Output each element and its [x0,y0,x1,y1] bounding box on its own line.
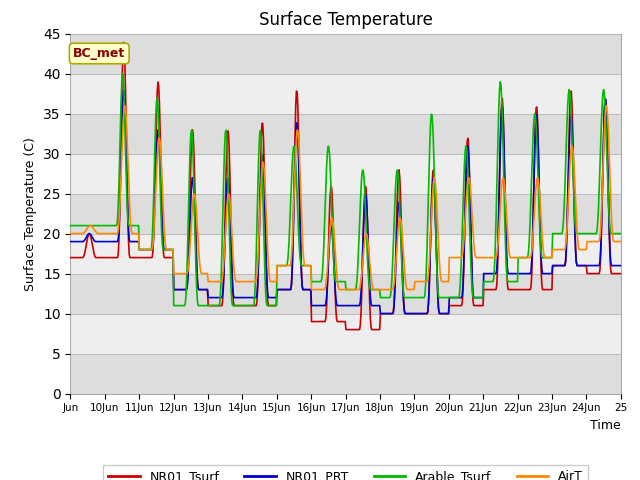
Bar [70,234,621,274]
Bar [70,154,621,193]
Bar [70,34,621,73]
Bar [70,73,621,114]
Text: BC_met: BC_met [73,47,125,60]
Y-axis label: Surface Temperature (C): Surface Temperature (C) [24,137,38,290]
X-axis label: Time: Time [590,419,621,432]
Title: Surface Temperature: Surface Temperature [259,11,433,29]
Bar [70,114,621,154]
Legend: NR01_Tsurf, NR01_PRT, Arable_Tsurf, AirT: NR01_Tsurf, NR01_PRT, Arable_Tsurf, AirT [103,465,588,480]
Bar [70,274,621,313]
Bar [70,354,621,394]
Bar [70,193,621,234]
Bar [70,313,621,354]
